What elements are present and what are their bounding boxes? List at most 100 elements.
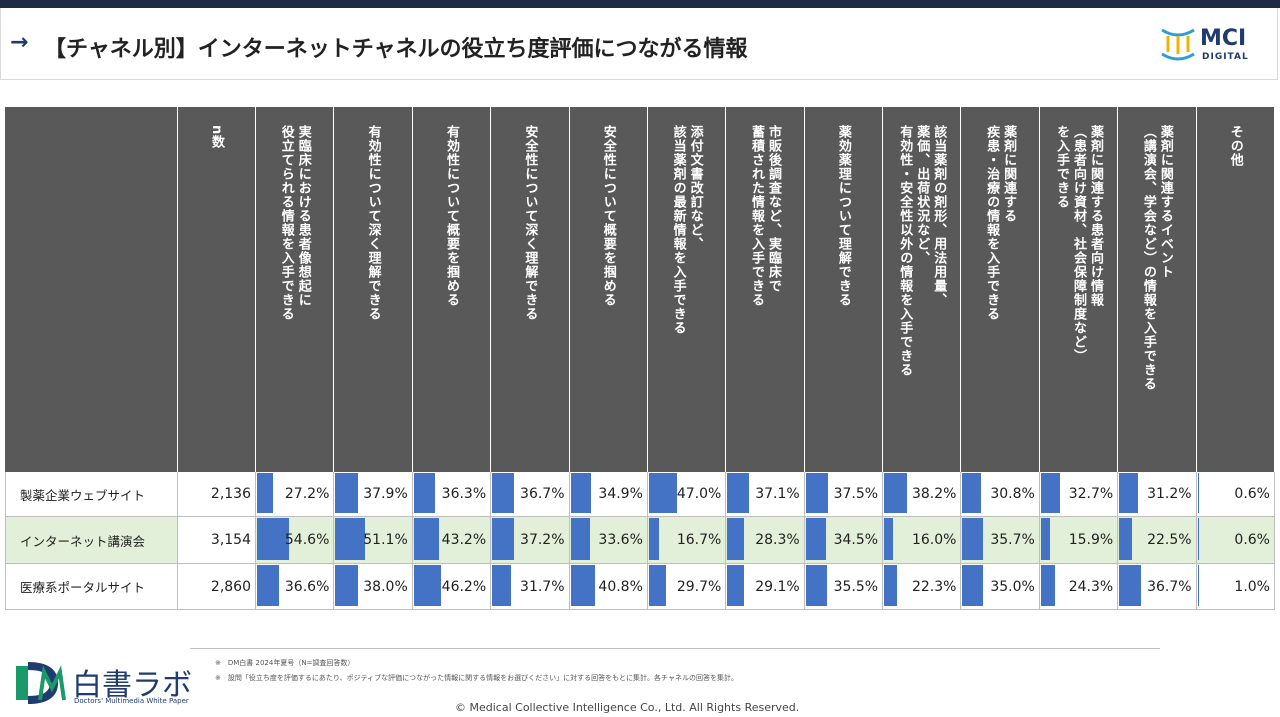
header-text: 安全性について概要を掴める bbox=[600, 125, 616, 307]
value-cell: 28.3% bbox=[726, 517, 805, 564]
header-text: 有効性について深く理解できる bbox=[365, 125, 381, 321]
labo-sub: Doctors' Multimedia White Paper bbox=[74, 697, 189, 705]
value-label: 37.9% bbox=[363, 486, 408, 502]
value-cell: 29.1% bbox=[726, 564, 805, 610]
value-label: 36.3% bbox=[441, 486, 487, 502]
value-label: 16.7% bbox=[676, 532, 722, 548]
bar bbox=[884, 565, 898, 606]
header-cell: 安全性について概要を掴める bbox=[569, 107, 648, 472]
logo-sub: DIGITAL bbox=[1202, 52, 1249, 62]
copyright: © Medical Collective Intelligence Co., L… bbox=[455, 701, 800, 714]
bar bbox=[257, 565, 279, 606]
labo-name: 白書ラボ bbox=[72, 668, 192, 703]
bar bbox=[335, 518, 366, 560]
value-label: 40.8% bbox=[598, 578, 643, 595]
header-text: 市販後調査など、実臨床で 蓄積された情報を入手できる bbox=[748, 125, 781, 307]
value-label: 31.7% bbox=[520, 578, 565, 595]
value-label: 33.6% bbox=[598, 532, 643, 548]
value-cell: 31.2% bbox=[1118, 472, 1197, 517]
header-wrap: 安全性について深く理解できる bbox=[491, 125, 568, 321]
value-cell: 46.2% bbox=[412, 564, 492, 610]
value-cell: 37.9% bbox=[334, 472, 413, 517]
footer-line bbox=[190, 648, 1160, 649]
bar bbox=[492, 565, 511, 606]
header-text: 該当薬剤の剤形、用法用量、 薬価、出荷状況など、 有効性・安全性以外の情報を入手… bbox=[897, 125, 947, 377]
header-cell: n数 bbox=[178, 107, 256, 472]
bar bbox=[648, 518, 659, 560]
header-wrap: 実臨床における患者像想起に 役立てられる情報を入手できる bbox=[256, 125, 333, 321]
header-text: 薬剤に関連する患者向け情報 （患者向け資材、社会保障制度など） を入手できる bbox=[1054, 125, 1104, 363]
value-cell: 37.1% bbox=[726, 472, 805, 517]
value-label: 47.0% bbox=[676, 486, 722, 502]
value-label: 29.7% bbox=[676, 578, 722, 595]
value-label: 37.5% bbox=[833, 486, 879, 502]
value-cell: 38.0% bbox=[334, 564, 413, 610]
header-cell: 市販後調査など、実臨床で 蓄積された情報を入手できる bbox=[726, 107, 805, 472]
bar bbox=[1119, 518, 1133, 560]
header-cell: 有効性について深く理解できる bbox=[334, 107, 413, 472]
mci-logo-icon bbox=[1161, 28, 1195, 61]
value-label: 29.1% bbox=[755, 578, 800, 595]
labo-logo-icon bbox=[16, 662, 66, 704]
value-label: 30.8% bbox=[990, 486, 1035, 502]
value-label: 51.1% bbox=[363, 532, 408, 548]
header-text: 薬効薬理について理解できる bbox=[835, 125, 851, 307]
header-wrap: 有効性について深く理解できる bbox=[334, 125, 411, 321]
value-label: 28.3% bbox=[755, 532, 800, 548]
bar bbox=[884, 473, 907, 513]
value-label: 32.7% bbox=[1068, 486, 1114, 502]
value-cell: 0.6% bbox=[1196, 472, 1275, 517]
value-label: 43.2% bbox=[441, 532, 487, 548]
value-label: 22.3% bbox=[911, 578, 957, 595]
header-text: その他 bbox=[1227, 125, 1243, 167]
header-text: 有効性について概要を掴める bbox=[443, 125, 459, 307]
value-cell: 35.5% bbox=[804, 564, 884, 610]
header-wrap: 市販後調査など、実臨床で 蓄積された情報を入手できる bbox=[726, 125, 803, 307]
value-label: 38.2% bbox=[911, 486, 957, 502]
bar bbox=[257, 518, 290, 560]
header-cell: 有効性について概要を掴める bbox=[412, 107, 492, 472]
value-cell: 30.8% bbox=[961, 472, 1040, 517]
value-label: 0.6% bbox=[1234, 486, 1270, 502]
bar bbox=[648, 473, 677, 513]
header-text: 添付文書改訂など、 該当薬剤の最新情報を入手できる bbox=[670, 125, 703, 335]
value-cell: 22.3% bbox=[883, 564, 962, 610]
header-cell: 薬剤に関連する 疾患・治療の情報を入手できる bbox=[961, 107, 1040, 472]
header-cell: その他 bbox=[1196, 107, 1275, 472]
header-cell: 添付文書改訂など、 該当薬剤の最新情報を入手できる bbox=[647, 107, 727, 472]
value-cell: 38.2% bbox=[883, 472, 962, 517]
title-box bbox=[0, 8, 1278, 80]
bar bbox=[1040, 518, 1051, 560]
value-cell: 35.7% bbox=[961, 517, 1040, 564]
value-cell: 43.2% bbox=[412, 517, 492, 564]
header-wrap: n数 bbox=[178, 125, 255, 149]
bar bbox=[492, 518, 514, 560]
bar bbox=[335, 565, 358, 606]
header-wrap: 添付文書改訂など、 該当薬剤の最新情報を入手できる bbox=[648, 125, 725, 335]
value-cell: 32.7% bbox=[1039, 472, 1119, 517]
bar bbox=[413, 518, 440, 560]
bar bbox=[1119, 565, 1141, 606]
value-cell: 34.9% bbox=[569, 472, 648, 517]
value-label: 34.9% bbox=[598, 486, 643, 502]
value-cell: 36.7% bbox=[1118, 564, 1197, 610]
header-wrap: 薬剤に関連する 疾患・治療の情報を入手できる bbox=[961, 125, 1038, 321]
value-cell: 24.3% bbox=[1039, 564, 1119, 610]
header-wrap: 該当薬剤の剤形、用法用量、 薬価、出荷状況など、 有効性・安全性以外の情報を入手… bbox=[883, 125, 960, 377]
value-cell: 36.6% bbox=[256, 564, 335, 610]
bar bbox=[413, 473, 436, 513]
bar bbox=[805, 473, 828, 513]
n-value: 3,154 bbox=[210, 532, 251, 548]
value-label: 37.1% bbox=[755, 486, 800, 502]
bar bbox=[727, 565, 745, 606]
header-wrap: その他 bbox=[1197, 125, 1274, 167]
value-label: 46.2% bbox=[441, 578, 487, 595]
value-cell: 51.1% bbox=[334, 517, 413, 564]
value-label: 22.5% bbox=[1147, 532, 1192, 548]
value-cell: 27.2% bbox=[256, 472, 335, 517]
value-cell: 22.5% bbox=[1118, 517, 1197, 564]
row-name: インターネット講演会 bbox=[5, 517, 178, 564]
n-cell: 2,860 bbox=[178, 564, 256, 610]
bar bbox=[962, 473, 981, 513]
